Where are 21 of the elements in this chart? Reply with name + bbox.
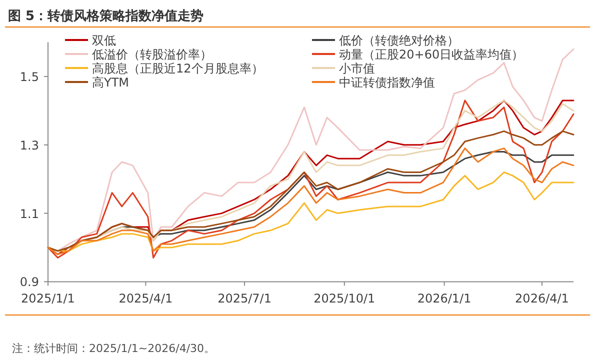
- legend-label: 高YTM: [92, 76, 130, 90]
- y-tick-label: 1.5: [20, 70, 39, 84]
- legend-label: 小市值: [339, 62, 375, 76]
- line-series: [47, 130, 574, 252]
- x-tick-label: 2025/7/1: [218, 292, 272, 306]
- x-tick-label: 2026/1/1: [417, 292, 472, 306]
- legend-label: 动量（正股20+60日收益率均值）: [339, 48, 524, 62]
- chart-title: 图 5：转债风格策略指数净值走势: [8, 8, 204, 24]
- legend-label: 低溢价（转股溢价率）: [92, 48, 212, 62]
- y-tick-label: 1.3: [20, 138, 39, 152]
- x-tick-label: 2026/4/1: [515, 292, 569, 306]
- x-tick-label: 2025/4/1: [118, 292, 173, 306]
- x-tick-label: 2025/10/1: [314, 292, 376, 306]
- legend-label: 低价（转债绝对价格）: [339, 34, 459, 48]
- text: 注：统计时间：2025/1/1~2026/4/30。: [12, 342, 216, 355]
- x-tick-label: 2025/1/1: [21, 292, 75, 306]
- legend-label: 中证转债指数净值: [339, 76, 435, 90]
- legend-label: 双低: [92, 34, 116, 48]
- y-tick-label: 1.1: [20, 206, 39, 221]
- legend-label: 高股息（正股近12个月股息率）: [92, 62, 264, 76]
- y-tick-label: 0.9: [20, 275, 39, 290]
